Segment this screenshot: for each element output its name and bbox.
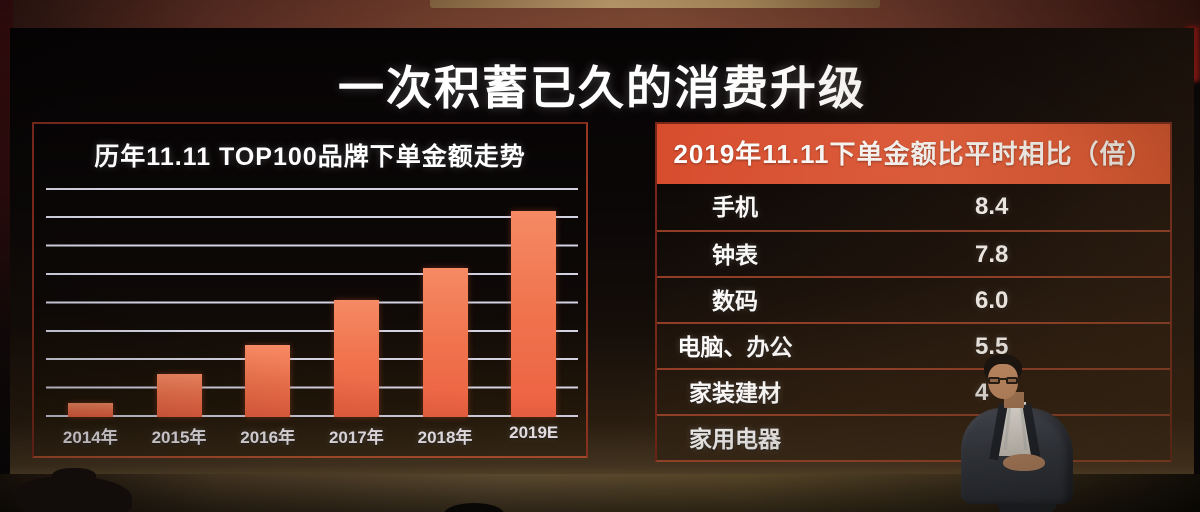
table-row: 家用电器 — [657, 414, 1170, 460]
presenter-face — [988, 364, 1018, 399]
projection-screen: 一次积蓄已久的消费升级 历年11.11 TOP100品牌下单金额走势 2014年… — [10, 28, 1194, 474]
audience-head-silhouette — [444, 503, 504, 512]
bar-2014 — [67, 402, 113, 417]
bar-slot — [489, 188, 578, 417]
table-row: 手机 8.4 — [657, 184, 1170, 230]
table-title-banner: 2019年11.11下单金额比平时相比（倍） — [657, 124, 1170, 184]
row-label: 家用电器 — [689, 426, 781, 452]
row-value: 6.0 — [975, 287, 1009, 314]
row-label: 钟表 — [712, 242, 758, 268]
x-tick-label: 2019E — [509, 423, 559, 442]
bar-2015 — [156, 374, 202, 417]
x-tick-label: 2015年 — [151, 428, 207, 447]
table-row: 家装建材 4 — [657, 368, 1170, 414]
table-panel: 2019年11.11下单金额比平时相比（倍） 手机 8.4 钟表 7.8 数码 … — [655, 122, 1172, 462]
x-tick-label: 2018年 — [417, 428, 473, 447]
row-value: 7.8 — [975, 241, 1009, 268]
presenter-hands — [1003, 454, 1045, 471]
bar-2016 — [245, 345, 291, 417]
row-value: 4 — [975, 379, 989, 406]
slide-title: 一次积蓄已久的消费升级 — [338, 62, 866, 114]
beam-highlight — [430, 0, 880, 8]
curtain-left — [0, 0, 13, 440]
camera-silhouette — [16, 468, 132, 512]
row-label: 数码 — [712, 288, 758, 314]
x-axis-labels: 2014年 2015年 2016年 2017年 2018年 2019E — [46, 423, 578, 448]
presenter-glasses — [988, 377, 1018, 384]
bar-2017 — [333, 299, 379, 417]
table-row: 钟表 7.8 — [657, 230, 1170, 276]
row-label: 家装建材 — [689, 380, 781, 406]
bar-slot — [312, 188, 401, 417]
table-row: 数码 6.0 — [657, 276, 1170, 322]
bar-chart-plot — [46, 188, 578, 417]
row-value: 8.4 — [975, 193, 1009, 220]
bar-slot — [135, 188, 224, 417]
row-label: 电脑、办公 — [677, 334, 793, 360]
bar-chart-title: 历年11.11 TOP100品牌下单金额走势 — [94, 143, 526, 171]
row-label: 手机 — [712, 194, 758, 220]
bar-2019e — [511, 210, 557, 417]
bar-slot — [401, 188, 490, 417]
bar-chart-panel: 历年11.11 TOP100品牌下单金额走势 2014年 2015年 2016年… — [32, 122, 588, 458]
bar-slot — [223, 188, 312, 417]
bar-2018 — [422, 268, 468, 417]
x-tick-label: 2017年 — [328, 428, 384, 447]
bar-slot — [46, 188, 135, 417]
x-tick-label: 2014年 — [62, 428, 118, 447]
x-tick-label: 2016年 — [240, 428, 296, 447]
presenter — [938, 352, 1128, 512]
